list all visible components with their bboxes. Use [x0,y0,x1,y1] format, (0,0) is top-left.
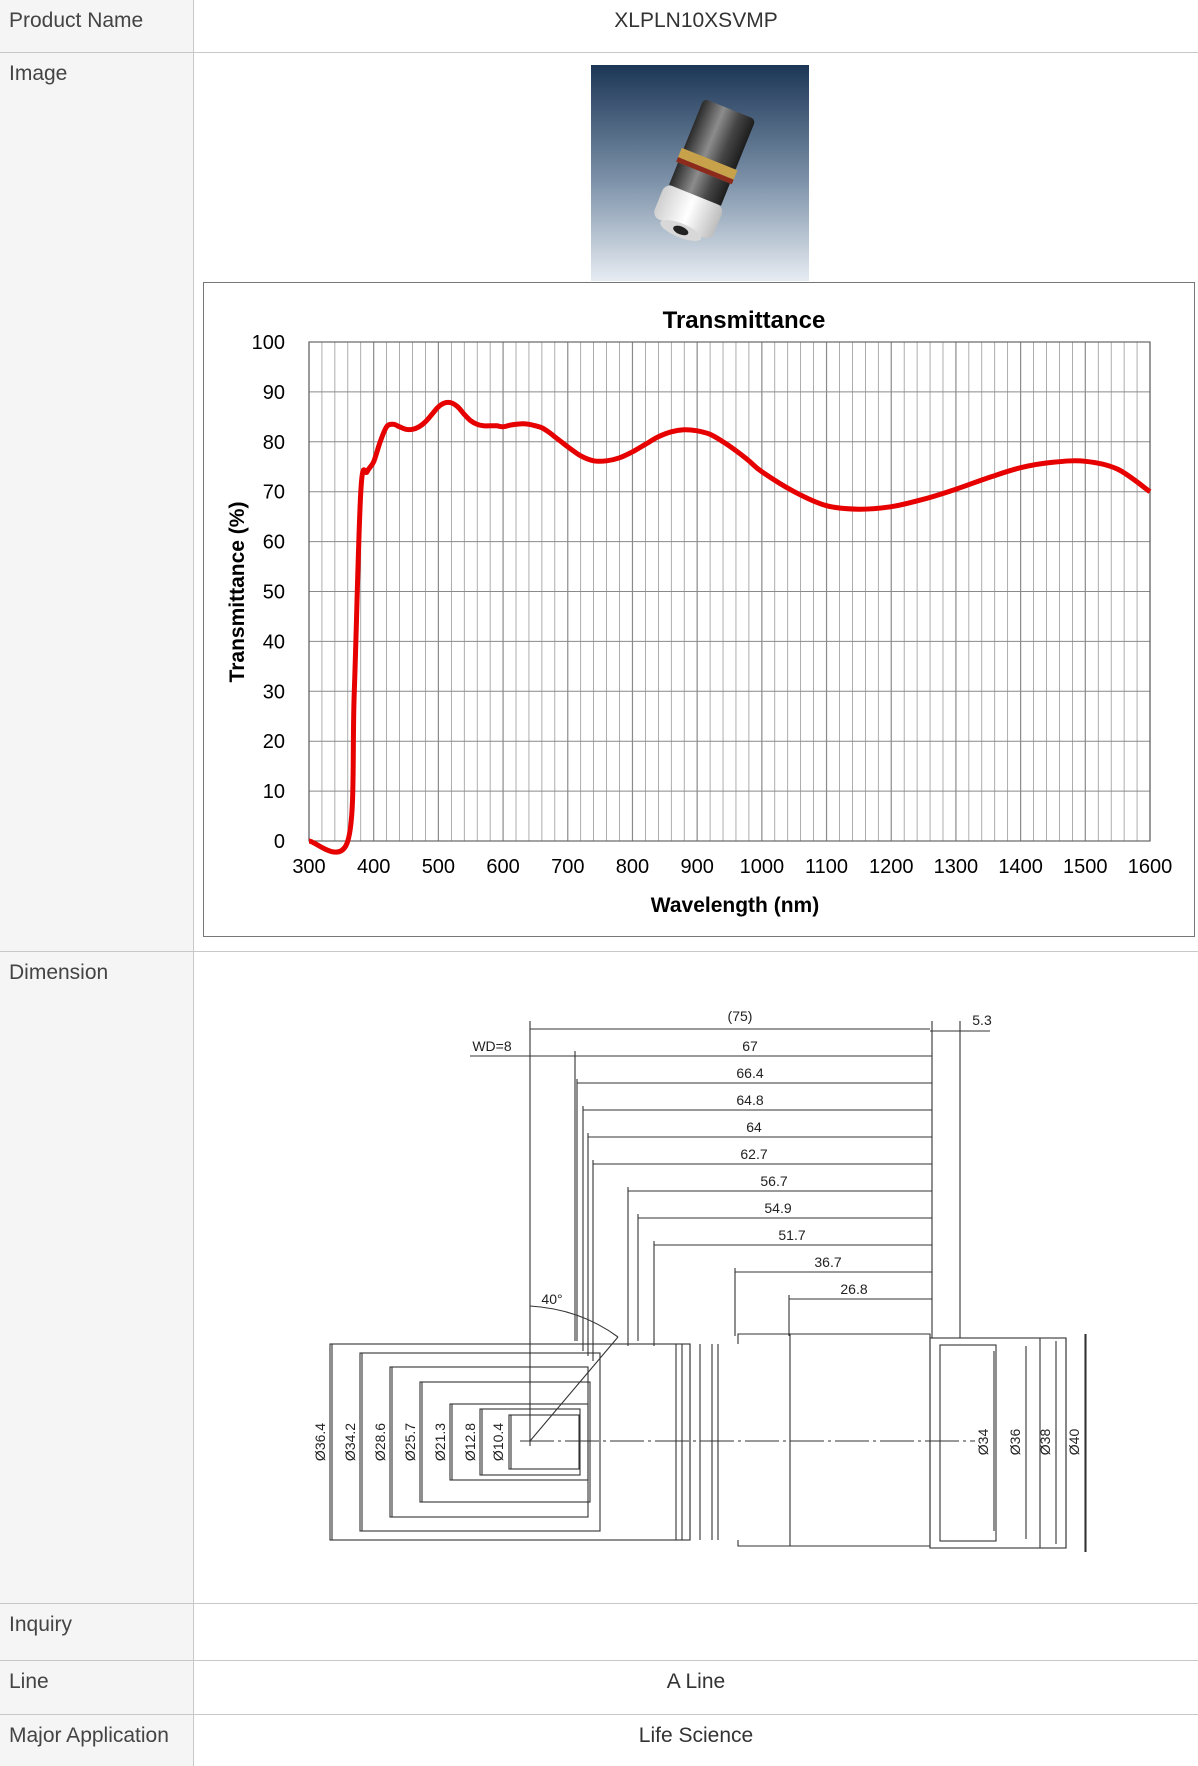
dim-26-8: 26.8 [840,1281,867,1297]
chart-ylabel: Transmittance (%) [226,502,249,683]
row-label: Image [0,53,194,951]
y-tick-label: 100 [252,332,285,354]
dim-51-7: 51.7 [778,1227,805,1243]
row-line: Line A Line [0,1660,1198,1714]
dia-38: Ø38 [1037,1429,1053,1456]
row-major-application: Major Application Life Science [0,1714,1198,1766]
row-label: Product Name [0,0,194,52]
dimension-drawing: (75) 5.3 WD=8 67 66.4 64.8 64 62.7 56.7 … [312,1008,1087,1552]
dim-64: 64 [746,1119,762,1135]
plot-frame [308,341,1151,842]
x-tick-label: 500 [422,856,455,878]
row-label: Dimension [0,952,194,1603]
y-tick-label: 0 [274,831,285,853]
dia-10-4: Ø10.4 [490,1423,506,1461]
product-photo [591,65,809,281]
dia-36-4: Ø36.4 [312,1423,328,1461]
dia-12-8: Ø12.8 [462,1423,478,1461]
x-tick-label: 1200 [869,856,914,878]
dim-64-8: 64.8 [736,1092,763,1108]
chart-grid [308,341,1151,842]
dia-25-7: Ø25.7 [402,1423,418,1461]
dia-40: Ø40 [1066,1429,1082,1456]
transmittance-chart: Transmittance Transmittance (%) Waveleng… [203,282,1195,937]
row-label: Major Application [0,1715,194,1766]
y-tick-label: 10 [263,781,285,803]
x-tick-label: 300 [292,856,325,878]
dim-54-9: 54.9 [764,1200,791,1216]
dia-21-3: Ø21.3 [432,1423,448,1461]
image-cell: Transmittance Transmittance (%) Waveleng… [194,53,1198,951]
x-tick-label: 800 [616,856,649,878]
dim-66-4: 66.4 [736,1065,763,1081]
chart-ticks: 0 10 20 30 40 50 60 70 80 90 100 300 400 500 600 700 800… [252,332,1173,878]
x-tick-label: 1000 [740,856,785,878]
y-tick-label: 20 [263,731,285,753]
row-label: Line [0,1661,194,1714]
x-tick-label: 400 [357,856,390,878]
x-tick-label: 900 [680,856,713,878]
y-tick-label: 80 [263,432,285,454]
dia-34: Ø34 [975,1429,991,1456]
x-tick-label: 1100 [805,856,848,878]
dim-5-3: 5.3 [972,1012,992,1028]
dim-62-7: 62.7 [740,1146,767,1162]
row-label: Inquiry [0,1604,194,1660]
y-tick-label: 30 [263,681,285,703]
x-tick-label: 1600 [1128,856,1173,878]
x-tick-label: 1400 [998,856,1043,878]
row-dimension: Dimension [0,951,1198,1603]
dia-28-6: Ø28.6 [372,1423,388,1461]
dim-67: 67 [742,1038,758,1054]
transmittance-curve [308,399,1152,855]
chart-xlabel: Wavelength (nm) [651,894,819,917]
y-tick-label: 40 [263,631,285,653]
y-tick-label: 70 [263,482,285,504]
x-tick-label: 700 [551,856,584,878]
dia-34-2: Ø34.2 [342,1423,358,1461]
dim-75: (75) [728,1008,753,1024]
x-tick-label: 600 [486,856,519,878]
dimension-cell: (75) 5.3 WD=8 67 66.4 64.8 64 62.7 56.7 … [194,952,1198,1603]
inquiry-value [194,1604,1198,1660]
x-tick-label: 1500 [1063,856,1108,878]
x-tick-label: 1300 [934,856,979,878]
dim-36-7: 36.7 [814,1254,841,1270]
chart-title: Transmittance [663,307,826,334]
row-product-name: Product Name XLPLN10XSVMP [0,0,1198,52]
major-application-value: Life Science [638,1724,754,1747]
y-tick-label: 60 [263,532,285,554]
dia-36: Ø36 [1007,1429,1023,1456]
dim-56-7: 56.7 [760,1173,787,1189]
product-name-value: XLPLN10XSVMP [614,9,778,32]
row-inquiry: Inquiry [0,1603,1198,1660]
line-value: A Line [666,1670,726,1693]
y-tick-label: 50 [263,582,285,604]
row-image: Image [0,52,1198,951]
y-tick-label: 90 [263,382,285,404]
dim-angle: 40° [541,1291,562,1307]
dim-wd: WD=8 [472,1038,512,1054]
